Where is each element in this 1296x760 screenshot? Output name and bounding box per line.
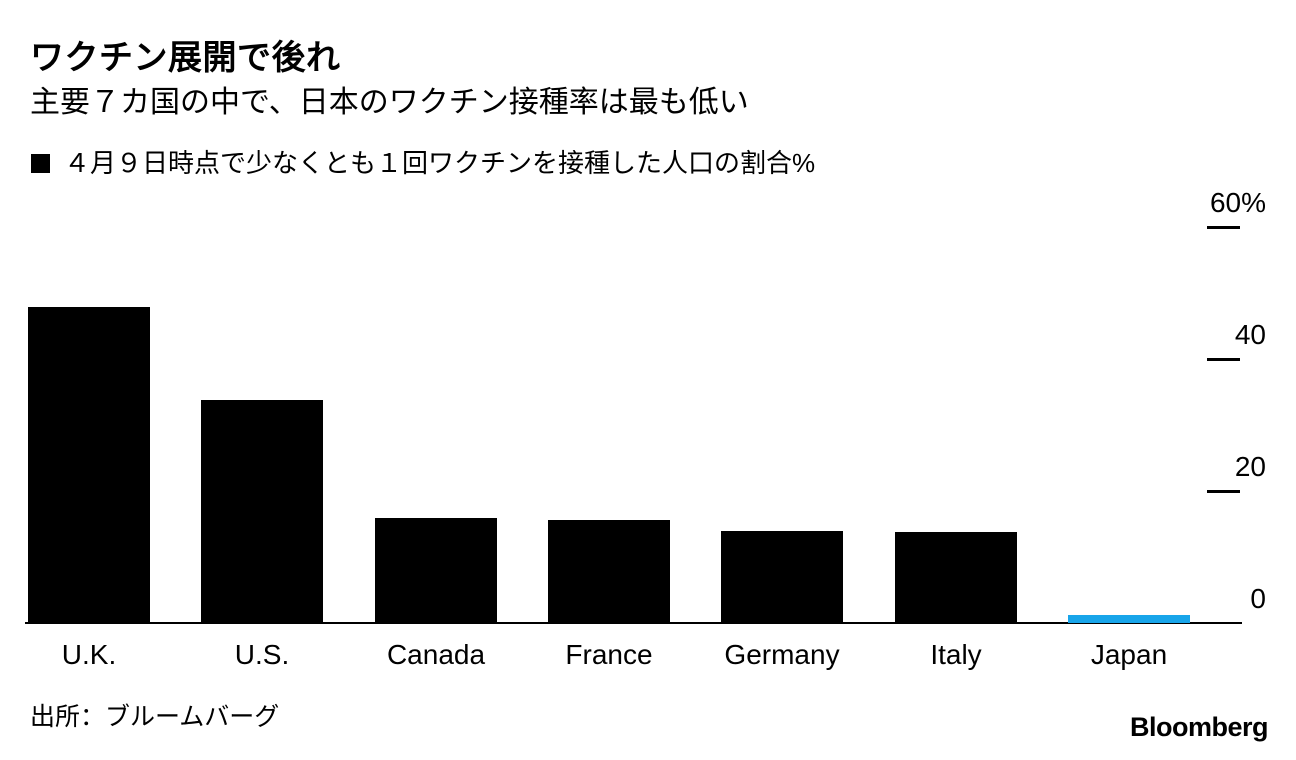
category-axis: U.K. U.S. Canada France Germany Italy Japan xyxy=(0,636,1296,674)
category-label-italy: Italy xyxy=(930,639,982,670)
plot-area: 60% 40 20 0 xyxy=(0,185,1296,625)
chart-subtitle: 主要７カ国の中で、日本のワクチン接種率は最も低い xyxy=(30,86,749,119)
category-label-japan: Japan xyxy=(1090,639,1168,670)
ytick-label-20: 20 xyxy=(1234,451,1266,482)
legend-swatch-icon xyxy=(31,153,50,173)
x-axis-baseline xyxy=(25,622,1242,624)
category-label-canada: Canada xyxy=(386,639,486,670)
bar-france xyxy=(548,520,670,623)
bar-japan xyxy=(1068,615,1190,623)
category-label-germany: Germany xyxy=(724,639,840,670)
bar-germany xyxy=(721,531,843,623)
chart-title: ワクチン展開で後れ xyxy=(30,39,341,77)
legend: ４月９日時点で少なくとも１回ワクチンを接種した人口の割合% xyxy=(31,148,815,178)
ytick-label-0: 0 xyxy=(1250,583,1266,614)
ytick-dash-20 xyxy=(1207,490,1240,493)
bloomberg-logo: Bloomberg xyxy=(1129,712,1269,742)
ytick-dash-60 xyxy=(1207,226,1240,229)
ytick-label-60: 60% xyxy=(1209,187,1266,218)
source-note: 出所：ブルームバーグ xyxy=(30,703,280,731)
bar-italy xyxy=(895,532,1017,623)
bar-canada xyxy=(375,518,497,623)
bar-us xyxy=(201,400,323,623)
legend-label: ４月９日時点で少なくとも１回ワクチンを接種した人口の割合% xyxy=(64,148,816,178)
category-label-france: France xyxy=(565,639,653,670)
category-label-us: U.S. xyxy=(234,639,290,670)
ytick-dash-40 xyxy=(1207,358,1240,361)
category-label-uk: U.K. xyxy=(61,639,117,670)
ytick-label-40: 40 xyxy=(1234,319,1266,350)
bar-uk xyxy=(28,307,150,623)
